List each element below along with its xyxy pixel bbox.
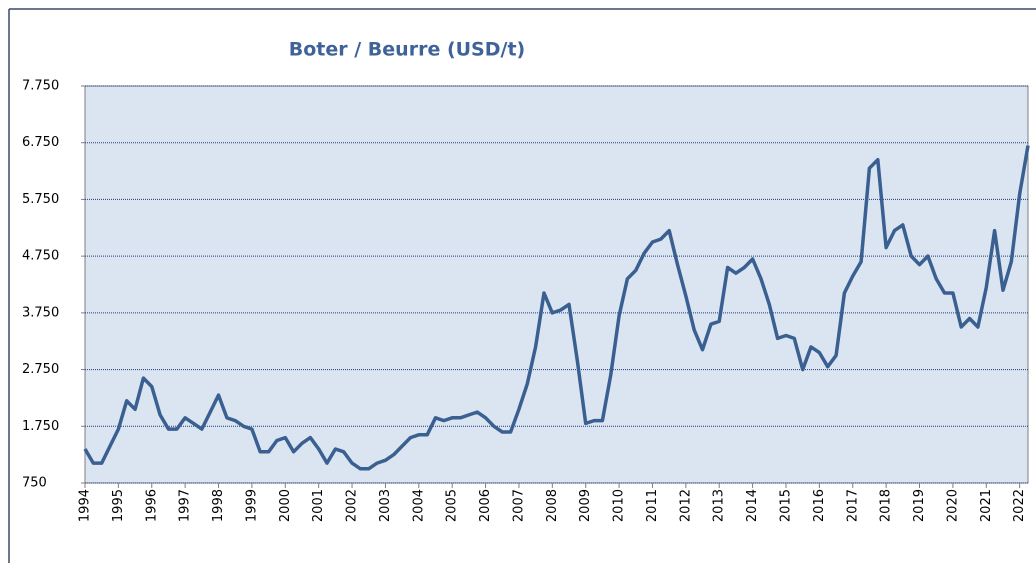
x-tick-label: 1999 bbox=[244, 489, 259, 522]
x-tick-label: 2016 bbox=[812, 489, 827, 522]
y-tick-label: 7.750 bbox=[22, 79, 59, 94]
x-tick-label: 1994 bbox=[78, 489, 93, 522]
chart-title: Boter / Beurre (USD/t) bbox=[289, 39, 525, 61]
series-line bbox=[83, 145, 1030, 471]
x-tick-label: 2007 bbox=[511, 489, 526, 522]
plot-area bbox=[84, 85, 1029, 484]
x-tick-label: 2012 bbox=[678, 489, 693, 522]
x-tick-label: 2003 bbox=[378, 489, 393, 522]
x-tick-label: 2010 bbox=[612, 489, 627, 522]
x-tick-label: 2008 bbox=[545, 489, 560, 522]
y-tick-label: 4.750 bbox=[22, 249, 59, 264]
x-tick-label: 2017 bbox=[845, 489, 860, 522]
x-tick-label: 2006 bbox=[478, 489, 493, 522]
x-tick-label: 2020 bbox=[945, 489, 960, 522]
x-tick-label: 2004 bbox=[411, 489, 426, 522]
y-tick-label: 3.750 bbox=[22, 305, 59, 320]
x-tick-label: 2022 bbox=[1012, 489, 1027, 522]
y-tick-label: 1.750 bbox=[22, 419, 59, 434]
x-tick-label: 2018 bbox=[879, 489, 894, 522]
x-tick-label: 2002 bbox=[345, 489, 360, 522]
y-tick-label: 750 bbox=[22, 476, 47, 491]
x-tick-label: 2014 bbox=[745, 489, 760, 522]
x-tick-label: 1995 bbox=[111, 489, 126, 522]
x-tick-label: 2001 bbox=[311, 489, 326, 522]
x-tick-label: 2005 bbox=[445, 489, 460, 522]
y-tick-label: 5.750 bbox=[22, 192, 59, 207]
x-tick-label: 2000 bbox=[278, 489, 293, 522]
x-tick-label: 1996 bbox=[144, 489, 159, 522]
x-tick-label: 2015 bbox=[778, 489, 793, 522]
y-tick-label: 6.750 bbox=[22, 135, 59, 150]
x-tick-label: 2021 bbox=[979, 489, 994, 522]
x-tick-label: 2013 bbox=[712, 489, 727, 522]
x-tick-label: 2011 bbox=[645, 489, 660, 522]
x-tick-label: 2009 bbox=[578, 489, 593, 522]
x-tick-label: 1997 bbox=[178, 489, 193, 522]
x-tick-label: 2019 bbox=[912, 489, 927, 522]
y-tick-label: 2.750 bbox=[22, 362, 59, 377]
x-tick-label: 1998 bbox=[211, 489, 226, 522]
